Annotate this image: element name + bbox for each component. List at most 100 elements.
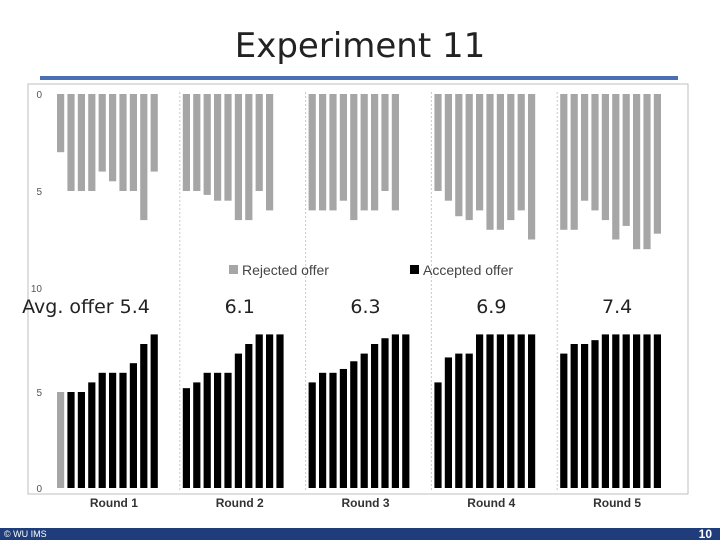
round-label: Round 2 [216, 496, 264, 510]
accepted-offer-bar [140, 344, 148, 488]
rejected-offer-bar [371, 94, 379, 211]
accepted-offer-bar [560, 353, 568, 488]
accepted-offer-bar [245, 344, 253, 488]
rejected-offer-bar [591, 94, 599, 211]
rejected-offer-bar [245, 94, 253, 221]
accepted-offer-bar [329, 372, 337, 488]
top-y-tick-label: 5 [36, 187, 42, 198]
legend-entry: Accepted offer [423, 262, 513, 278]
round-label: Round 1 [90, 496, 138, 510]
rejected-offer-bar [381, 94, 389, 191]
accepted-offer-bar [465, 353, 473, 488]
accepted-offer-bar [402, 334, 410, 488]
rejected-offer-bar [57, 392, 65, 488]
rejected-offer-bar [329, 94, 337, 211]
accepted-offer-bar [88, 382, 96, 488]
accepted-offer-bar [622, 334, 630, 488]
rejected-offer-bar [150, 94, 158, 172]
rejected-offer-bar [360, 94, 368, 211]
rejected-offer-bar [601, 94, 609, 221]
rejected-offer-bar [444, 94, 452, 201]
legend-swatch [410, 265, 419, 274]
accepted-offer-bar [633, 334, 641, 488]
chart-frame [27, 83, 689, 495]
accepted-offer-bar [507, 334, 515, 488]
rejected-offer-bar [643, 94, 651, 250]
accepted-offer-bar [276, 334, 284, 488]
accepted-offer-bar [214, 372, 222, 488]
accepted-offer-bar [98, 372, 106, 488]
accepted-offer-bar [455, 353, 463, 488]
rejected-offer-bar [224, 94, 232, 201]
round-label: Round 4 [467, 496, 515, 510]
accepted-offer-bar [601, 334, 609, 488]
accepted-offer-bar [360, 353, 368, 488]
rejected-offer-bar [517, 94, 525, 211]
accepted-offer-bar [182, 388, 190, 488]
rejected-offer-bar [214, 94, 222, 201]
accepted-offer-bar [266, 334, 274, 488]
rejected-offer-bar [455, 94, 463, 217]
accepted-offer-bar [371, 344, 379, 488]
page-title: Experiment 11 [234, 26, 486, 66]
legend-swatch [229, 265, 238, 274]
rejected-offer-bar [193, 94, 201, 191]
bars-layer [57, 92, 661, 492]
page-number: 10 [698, 527, 712, 541]
rejected-offer-bar [486, 94, 494, 230]
avg-offer-label: Avg. offer 5.4 [22, 296, 150, 318]
accepted-offer-bar [129, 363, 137, 488]
rejected-offer-bar [434, 94, 442, 191]
accepted-offer-bar [77, 392, 85, 488]
accepted-offer-bar [486, 334, 494, 488]
accepted-offer-bar [391, 334, 399, 488]
rejected-offer-bar [465, 94, 473, 221]
rejected-offer-bar [109, 94, 117, 182]
rejected-offer-bar [88, 94, 96, 191]
accepted-offer-bar [528, 334, 536, 488]
rejected-offer-bar [119, 94, 127, 191]
footer-copyright: © WU IMS [4, 529, 47, 539]
bar-chart: 0 5 10 0 5 Round 1 Round 2 Round 3 Round 4 Round … [22, 83, 689, 510]
footer-bar [0, 528, 720, 540]
rejected-offer-bar [140, 94, 148, 221]
accepted-offer-bar [581, 344, 589, 488]
accepted-offer-bar [381, 338, 389, 488]
rejected-offer-bar [633, 94, 641, 250]
accepted-offer-bar [119, 372, 127, 488]
rejected-offer-bar [266, 94, 274, 211]
rejected-offer-bar [622, 94, 630, 226]
accepted-offer-bar [150, 334, 158, 488]
rejected-offer-bar [129, 94, 137, 191]
rejected-offer-bar [57, 94, 65, 153]
rejected-offer-bar [67, 94, 75, 191]
accepted-offer-bar [476, 334, 484, 488]
title-underline [40, 76, 678, 80]
rejected-offer-bar [308, 94, 316, 211]
rejected-offer-bar [182, 94, 190, 191]
accepted-offer-bar [350, 361, 358, 488]
accepted-offer-bar [434, 382, 442, 488]
avg-offer-label: 6.1 [225, 296, 255, 318]
accepted-offer-bar [67, 392, 75, 488]
rejected-offer-bar [339, 94, 347, 201]
rejected-offer-bar [203, 94, 211, 195]
avg-offer-label: 6.9 [476, 296, 506, 318]
accepted-offer-bar [224, 372, 232, 488]
rejected-offer-bar [507, 94, 515, 221]
bottom-y-tick-label: 0 [36, 484, 42, 495]
accepted-offer-bar [496, 334, 504, 488]
round-label: Round 3 [342, 496, 390, 510]
rejected-offer-bar [476, 94, 484, 211]
rejected-offer-bar [653, 94, 661, 234]
accepted-offer-bar [203, 372, 211, 488]
rejected-offer-bar [496, 94, 504, 230]
accepted-offer-bar [517, 334, 525, 488]
rejected-offer-bar [612, 94, 620, 240]
accepted-offer-bar [444, 357, 452, 488]
top-y-tick-label: 0 [36, 90, 42, 101]
rejected-offer-bar [350, 94, 358, 221]
accepted-offer-bar [339, 368, 347, 488]
labels-layer: 0 5 10 0 5 Round 1 Round 2 Round 3 Round 4 Round … [22, 90, 641, 510]
accepted-offer-bar [319, 372, 327, 488]
